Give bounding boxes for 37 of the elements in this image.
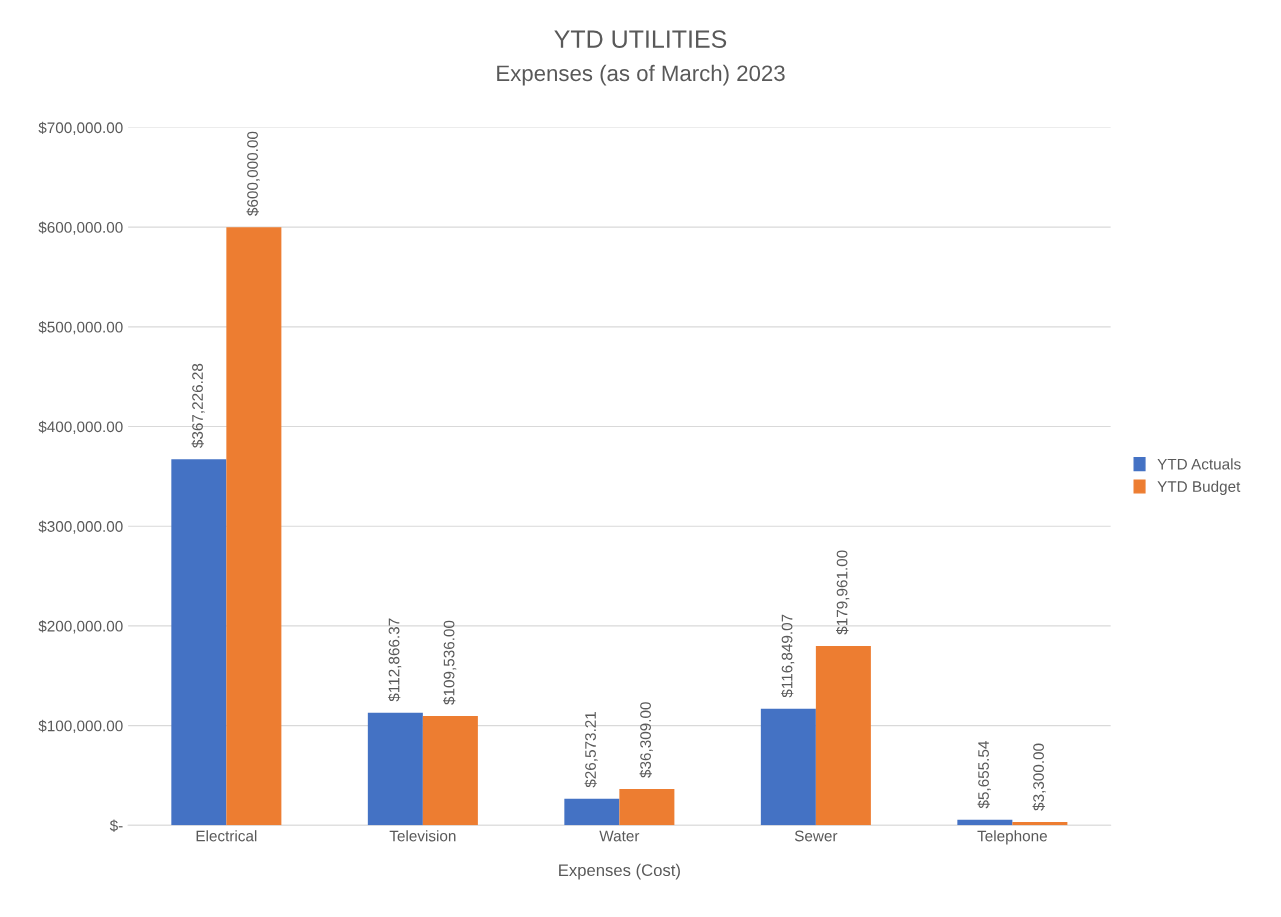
y-tick-label: $100,000.00: [38, 719, 123, 734]
x-tick-label: Water: [599, 830, 640, 842]
legend-label: YTD Actuals: [1157, 458, 1241, 470]
bar: [367, 712, 423, 826]
y-tick-label: $600,000.00: [38, 221, 123, 235]
x-tick-label: Electrical: [196, 830, 257, 842]
data-label: $367,226.28: [191, 363, 205, 448]
legend-label: YTD Budget: [1157, 480, 1241, 495]
data-label: $600,000.00: [246, 131, 260, 216]
x-tick-label: Telephone: [977, 830, 1047, 845]
bar: [1012, 822, 1068, 826]
chart-title: YTD UTILITIES: [554, 30, 727, 48]
x-axis-title: Expenses (Cost): [559, 863, 680, 880]
y-tick-label: $500,000.00: [38, 321, 123, 335]
x-tick-label: Television: [389, 830, 456, 842]
bar: [760, 708, 816, 826]
bar: [815, 645, 871, 826]
bar: [226, 227, 282, 826]
data-label: $5,655.54: [977, 741, 991, 809]
bar: [564, 798, 620, 826]
y-tick-label: $-: [109, 819, 123, 832]
data-label: $3,300.00: [1032, 743, 1046, 811]
data-label: $109,536.00: [443, 620, 457, 705]
chart-subtitle: Expenses (as of March) 2023: [497, 64, 785, 86]
data-label: $112,866.37: [387, 618, 402, 702]
y-tick-label: $700,000.00: [38, 121, 123, 135]
data-label: $116,849.07: [781, 614, 795, 698]
data-label: $36,309.00: [639, 702, 653, 778]
data-label: $179,961.00: [836, 550, 850, 635]
y-tick-label: $200,000.00: [38, 620, 123, 634]
y-tick-label: $400,000.00: [38, 420, 123, 435]
bar: [619, 789, 675, 826]
y-tick-label: $300,000.00: [38, 520, 123, 534]
x-tick-label: Sewer: [794, 830, 838, 842]
bar: [422, 716, 478, 826]
data-label: $26,573.21: [584, 711, 598, 788]
bar: [171, 459, 227, 826]
